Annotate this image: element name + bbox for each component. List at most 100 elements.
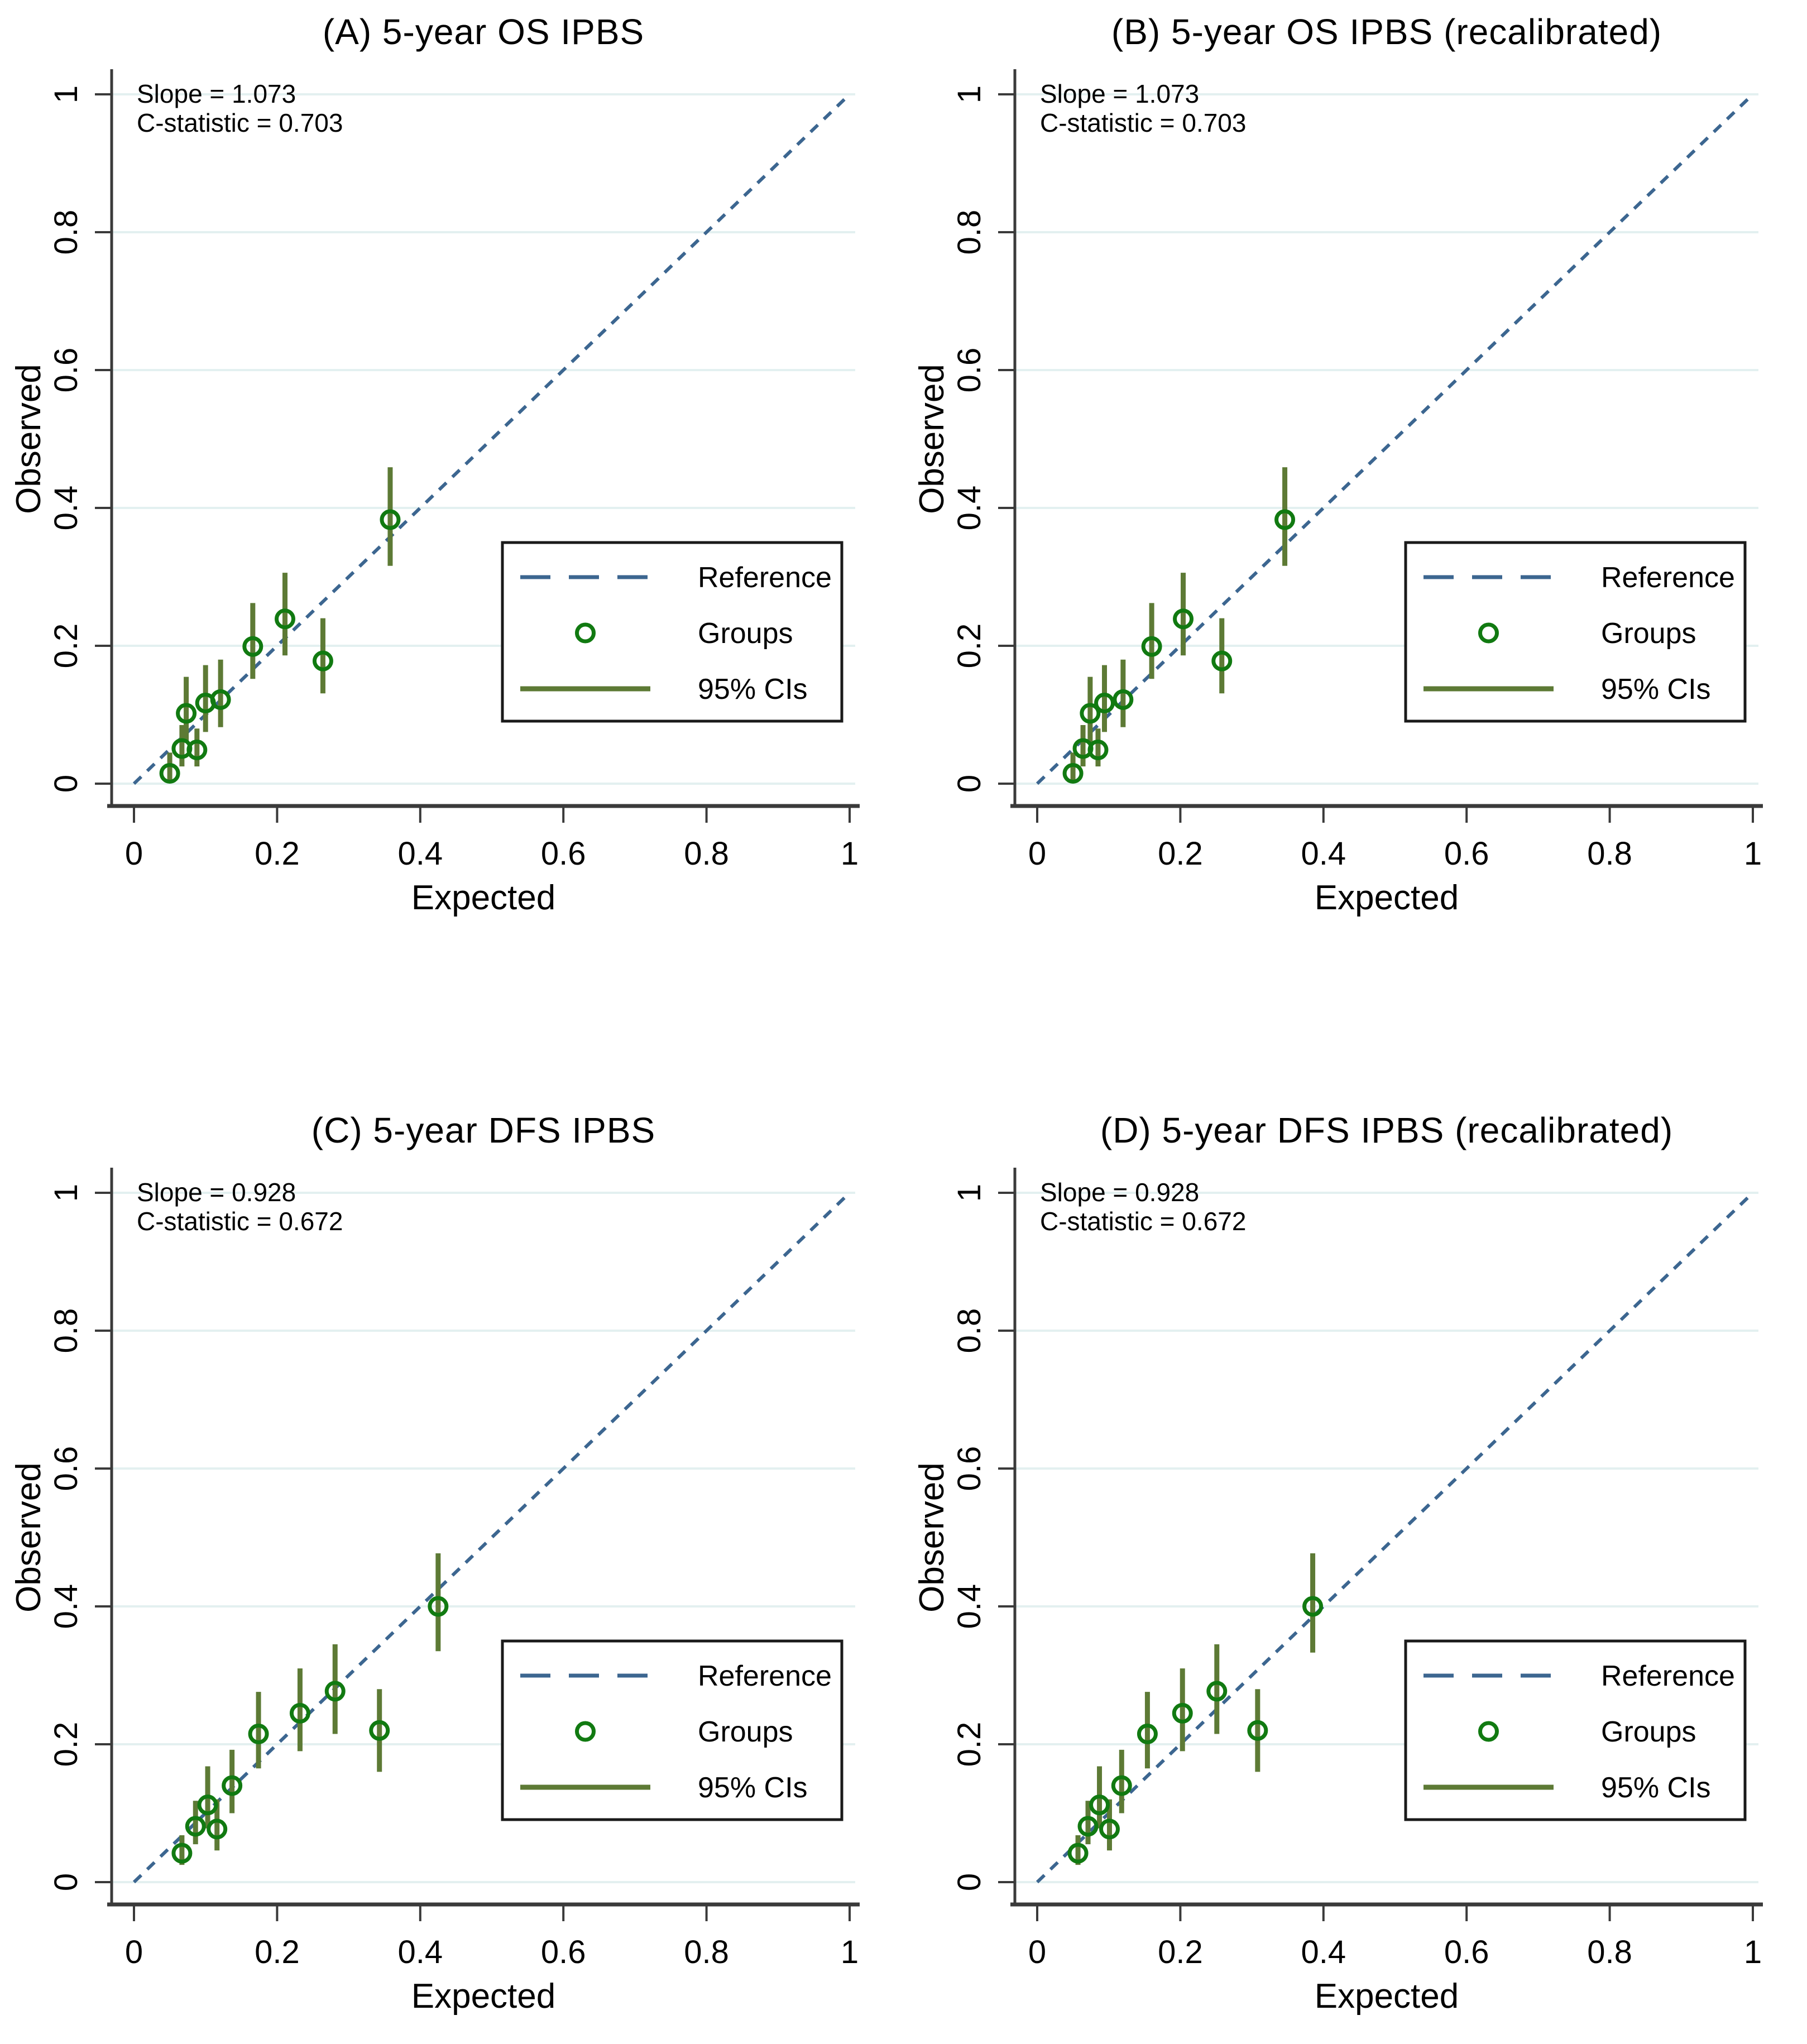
legend-groups-label: Groups bbox=[1601, 1716, 1696, 1748]
x-tick-label: 0.6 bbox=[1444, 836, 1489, 872]
group-marker bbox=[207, 1819, 228, 1840]
x-tick-label: 0.2 bbox=[255, 1934, 300, 1970]
x-tick-label: 1 bbox=[1744, 836, 1762, 872]
group-marker bbox=[1247, 1720, 1268, 1741]
y-tick-label: 0 bbox=[951, 1873, 988, 1891]
x-tick-label: 0.4 bbox=[397, 836, 443, 872]
panel-a-title: (A) 5-year OS IPBS bbox=[322, 12, 645, 52]
panel-b-title: (B) 5-year OS IPBS (recalibrated) bbox=[1111, 12, 1662, 52]
y-tick-label: 0.2 bbox=[951, 623, 988, 669]
legend-box bbox=[1404, 1639, 1747, 1821]
x-tick-label: 0.8 bbox=[684, 836, 729, 872]
x-tick-label: 0 bbox=[125, 836, 143, 872]
legend-groups-label: Groups bbox=[698, 1716, 793, 1748]
group-marker bbox=[1137, 1723, 1158, 1744]
y-tick-label: 0.8 bbox=[48, 210, 84, 255]
group-marker bbox=[428, 1596, 449, 1617]
panel-a: (A) 5-year OS IPBS 0 0 0.2 0.2 0.4 0.4 0.6 0.6 0… bbox=[0, 3, 903, 941]
y-tick-label: 0.6 bbox=[48, 1446, 84, 1491]
x-tick-label: 1 bbox=[841, 836, 859, 872]
legend-groups-label: Groups bbox=[698, 617, 793, 650]
legend-box bbox=[1404, 541, 1747, 723]
calibration-plot-b: 0 0 0.2 0.2 0.4 0.4 0.6 0.6 0.8 0.8 1 1 Expected Obse… bbox=[913, 69, 1763, 917]
group-marker bbox=[312, 650, 333, 671]
x-tick-label: 0.4 bbox=[397, 1934, 443, 1970]
y-tick-label: 0 bbox=[951, 775, 988, 793]
legend-reference-label: Reference bbox=[698, 1660, 832, 1692]
panel-b: (B) 5-year OS IPBS (recalibrated) 0 0 0.2 0… bbox=[903, 3, 1806, 941]
y-axis-label: Observed bbox=[9, 364, 48, 514]
legend-reference-label: Reference bbox=[1601, 1660, 1735, 1692]
cstat-annotation: C-statistic = 0.672 bbox=[1040, 1207, 1246, 1236]
slope-annotation: Slope = 1.073 bbox=[1040, 79, 1199, 108]
y-tick-label: 0.4 bbox=[48, 1584, 84, 1629]
cstat-annotation: C-statistic = 0.672 bbox=[137, 1207, 343, 1236]
legend-ci-label: 95% CIs bbox=[1601, 673, 1711, 706]
y-tick-label: 0.2 bbox=[48, 623, 84, 669]
legend-groups-label: Groups bbox=[1601, 617, 1696, 650]
x-tick-label: 0.4 bbox=[1301, 836, 1346, 872]
legend-groups-sample bbox=[1478, 622, 1499, 644]
x-tick-label: 0.6 bbox=[541, 836, 586, 872]
group-marker bbox=[1302, 1596, 1324, 1617]
group-marker bbox=[1087, 739, 1109, 760]
group-marker bbox=[242, 636, 263, 657]
y-tick-label: 1 bbox=[48, 85, 84, 103]
legend-reference-label: Reference bbox=[1601, 562, 1735, 594]
group-marker bbox=[1067, 1843, 1089, 1864]
panel-d-title: (D) 5-year DFS IPBS (recalibrated) bbox=[1100, 1110, 1674, 1150]
group-marker bbox=[275, 608, 296, 630]
group-marker bbox=[186, 739, 208, 760]
legend-box bbox=[501, 541, 843, 723]
y-tick-label: 1 bbox=[48, 1184, 84, 1202]
group-marker bbox=[197, 1795, 218, 1816]
x-tick-label: 1 bbox=[1744, 1934, 1762, 1970]
group-marker bbox=[1211, 650, 1233, 671]
group-marker bbox=[1094, 693, 1115, 714]
group-marker bbox=[1206, 1681, 1228, 1702]
legend-box bbox=[501, 1639, 843, 1821]
calibration-plot-a: 0 0 0.2 0.2 0.4 0.4 0.6 0.6 0.8 0.8 1 1 Expected Obse… bbox=[9, 69, 860, 917]
panel-d: (D) 5-year DFS IPBS (recalibrated) 0 0 0.2… bbox=[903, 1102, 1806, 2040]
group-marker bbox=[1113, 689, 1134, 710]
x-tick-label: 0.2 bbox=[1158, 836, 1203, 872]
group-marker bbox=[1111, 1775, 1132, 1796]
legend-ci-label: 95% CIs bbox=[698, 1772, 808, 1804]
group-marker bbox=[248, 1723, 269, 1744]
x-tick-label: 1 bbox=[841, 1934, 859, 1970]
group-marker bbox=[1274, 509, 1296, 530]
y-axis-label: Observed bbox=[913, 364, 951, 514]
y-tick-label: 0.4 bbox=[48, 486, 84, 531]
legend-reference-label: Reference bbox=[698, 562, 832, 594]
y-tick-label: 1 bbox=[951, 85, 988, 103]
legend-groups-sample bbox=[1478, 1721, 1499, 1742]
group-marker bbox=[380, 509, 401, 530]
group-marker bbox=[222, 1775, 243, 1796]
x-tick-label: 0.4 bbox=[1301, 1934, 1346, 1970]
group-marker bbox=[324, 1681, 346, 1702]
group-marker bbox=[1099, 1819, 1120, 1840]
legend-groups-sample bbox=[575, 1721, 596, 1742]
group-marker bbox=[289, 1702, 310, 1724]
x-tick-label: 0.2 bbox=[255, 836, 300, 872]
x-tick-label: 0.8 bbox=[684, 1934, 729, 1970]
y-tick-label: 0.4 bbox=[951, 1584, 988, 1629]
y-tick-label: 0.2 bbox=[48, 1722, 84, 1767]
y-tick-label: 1 bbox=[951, 1184, 988, 1202]
x-tick-label: 0.8 bbox=[1587, 836, 1632, 872]
y-tick-label: 0.6 bbox=[951, 1446, 988, 1491]
x-axis-label: Expected bbox=[411, 1977, 556, 2016]
group-marker bbox=[176, 703, 197, 724]
x-axis-label: Expected bbox=[411, 879, 556, 917]
cstat-annotation: C-statistic = 0.703 bbox=[137, 108, 343, 137]
group-marker bbox=[369, 1720, 390, 1741]
slope-annotation: Slope = 0.928 bbox=[1040, 1178, 1199, 1207]
x-tick-label: 0.8 bbox=[1587, 1934, 1632, 1970]
legend-ci-label: 95% CIs bbox=[1601, 1772, 1711, 1804]
group-marker bbox=[1141, 636, 1162, 657]
panel-c: (C) 5-year DFS IPBS 0 0 0.2 0.2 0.4 0.4 0.6 0.6… bbox=[0, 1102, 903, 2040]
calibration-plot-c: 0 0 0.2 0.2 0.4 0.4 0.6 0.6 0.8 0.8 1 1 Expected Obse… bbox=[9, 1168, 860, 2016]
y-tick-label: 0.8 bbox=[48, 1308, 84, 1354]
y-tick-label: 0.6 bbox=[48, 348, 84, 393]
